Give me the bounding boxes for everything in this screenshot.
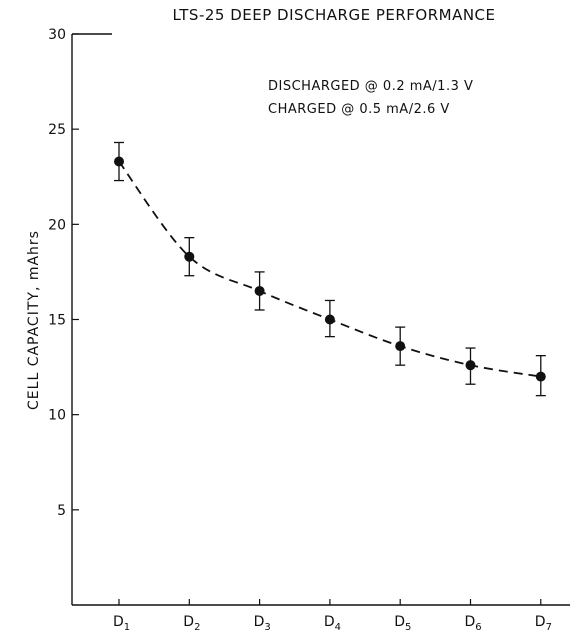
annotation-discharged: DISCHARGED @ 0.2 mA/1.3 V	[268, 79, 473, 94]
data-point	[114, 156, 124, 167]
data-point	[184, 251, 195, 262]
y-tick-label: 30	[48, 27, 66, 43]
y-tick-label: 5	[57, 503, 66, 519]
data-point	[535, 371, 546, 382]
x-tick-labels: D1 D2 D3 D4 D5 D6 D7	[113, 614, 552, 633]
x-tick-subscript: 1	[124, 622, 130, 633]
annotation-charged: CHARGED @ 0.5 mA/2.6 V	[268, 102, 450, 117]
data-point	[465, 360, 476, 371]
fit-curve-group	[118, 160, 541, 378]
axes: 5 10 15 20 25 30	[48, 27, 570, 606]
data-point	[324, 314, 335, 325]
data-point	[254, 285, 265, 296]
x-tick-label: D2	[183, 614, 200, 633]
x-tick-subscript: 5	[405, 622, 411, 633]
data-point	[395, 341, 406, 352]
error-bars	[114, 141, 546, 397]
x-tick-label: D4	[324, 614, 341, 633]
x-tick-label: D5	[394, 614, 411, 633]
y-axis-label: CELL CAPACITY, mAhrs	[26, 230, 42, 410]
x-tick-subscript: 2	[194, 622, 200, 633]
y-tick-label: 15	[48, 313, 66, 329]
data-points	[114, 156, 546, 382]
x-tick-subscript: 7	[546, 622, 552, 633]
fit-curve	[118, 160, 541, 378]
x-tick-label: D7	[535, 614, 552, 633]
y-tick-label: 10	[48, 408, 66, 424]
x-tick-subscript: 3	[264, 622, 270, 633]
x-tick-subscript: 6	[475, 622, 481, 633]
y-tick-label: 25	[48, 122, 66, 138]
chart-title: LTS-25 DEEP DISCHARGE PERFORMANCE	[172, 6, 495, 24]
x-tick-label: D1	[113, 614, 130, 633]
y-tick-label: 20	[48, 217, 66, 233]
x-tick-subscript: 4	[335, 622, 341, 633]
x-tick-label: D3	[254, 614, 271, 633]
x-tick-label: D6	[465, 614, 482, 633]
